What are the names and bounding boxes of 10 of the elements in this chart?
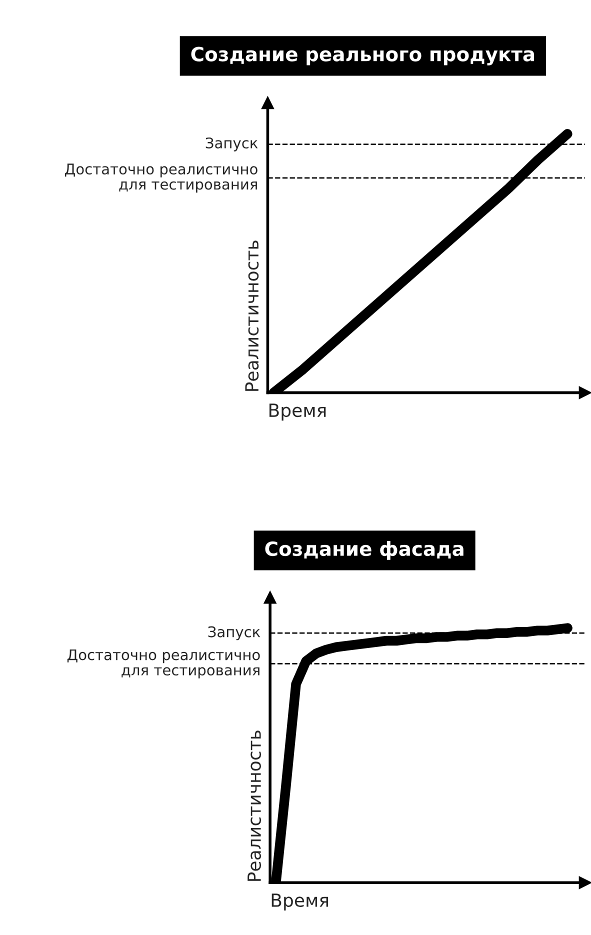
ref-line-label: Достаточно реалистично для тестирования (67, 649, 260, 678)
x-axis-title: Время (272, 894, 328, 911)
x-axis-title: Время (269, 404, 326, 421)
ref-line-label: Достаточно реалистично для тестирования (65, 164, 258, 193)
ref-line-label: Запуск (208, 626, 260, 640)
chart-title: Создание фасада (265, 541, 464, 560)
y-axis-title: Реалистичность (248, 730, 262, 881)
y-axis-title: Реалистичность (245, 240, 259, 391)
chart-title: Создание реального продукта (191, 46, 534, 66)
ref-line-label: Запуск (206, 137, 258, 152)
